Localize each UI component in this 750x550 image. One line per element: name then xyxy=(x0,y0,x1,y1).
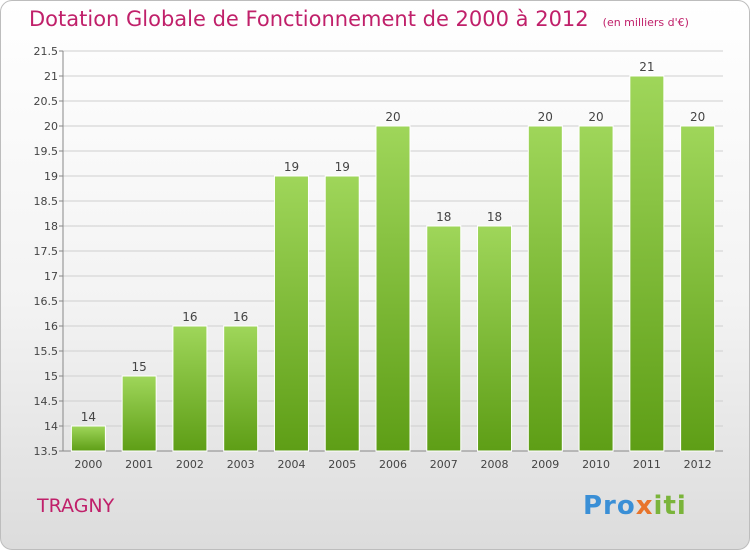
chart-title: Dotation Globale de Fonctionnement de 20… xyxy=(29,7,689,31)
bar xyxy=(629,75,665,452)
y-tick-label: 13.5 xyxy=(34,445,59,458)
bar xyxy=(273,175,309,452)
bar xyxy=(527,125,563,452)
bar xyxy=(223,325,259,452)
x-tick-label: 2000 xyxy=(74,458,102,471)
commune-name: TRAGNY xyxy=(37,495,115,517)
bar xyxy=(426,225,462,452)
y-tick-label: 16 xyxy=(44,320,58,333)
bar xyxy=(70,425,106,452)
bar xyxy=(578,125,614,452)
y-tick-label: 18.5 xyxy=(34,195,59,208)
x-tick-label: 2007 xyxy=(430,458,458,471)
bar-value-label: 16 xyxy=(233,310,248,324)
x-tick-label: 2009 xyxy=(531,458,559,471)
y-tick-label: 14 xyxy=(44,420,58,433)
bar-value-label: 19 xyxy=(335,160,350,174)
bar xyxy=(121,375,157,452)
y-tick-label: 14.5 xyxy=(34,395,59,408)
bar-value-label: 20 xyxy=(385,110,400,124)
bar-value-label: 18 xyxy=(436,210,451,224)
bar-value-label: 18 xyxy=(487,210,502,224)
logo-part-3: iti xyxy=(653,491,687,521)
y-tick-label: 16.5 xyxy=(34,295,59,308)
y-tick-label: 17 xyxy=(44,270,58,283)
y-tick-label: 21 xyxy=(44,70,58,83)
y-tick-label: 20.5 xyxy=(34,95,59,108)
bar xyxy=(172,325,208,452)
bar xyxy=(680,125,716,452)
x-tick-label: 2012 xyxy=(684,458,712,471)
x-tick-label: 2010 xyxy=(582,458,610,471)
y-tick-label: 15.5 xyxy=(34,345,59,358)
x-tick-label: 2006 xyxy=(379,458,407,471)
y-tick-label: 19 xyxy=(44,170,58,183)
bar xyxy=(375,125,411,452)
bar-value-label: 21 xyxy=(639,60,654,74)
bar-value-label: 20 xyxy=(538,110,553,124)
y-tick-label: 19.5 xyxy=(34,145,59,158)
x-tick-label: 2005 xyxy=(328,458,356,471)
x-tick-label: 2002 xyxy=(176,458,204,471)
bar-value-label: 19 xyxy=(284,160,299,174)
logo-part-2: x xyxy=(635,491,654,521)
bar xyxy=(477,225,513,452)
y-tick-label: 21.5 xyxy=(34,45,59,58)
bar-value-label: 14 xyxy=(81,410,96,424)
y-tick-label: 18 xyxy=(44,220,58,233)
x-tick-label: 2011 xyxy=(633,458,661,471)
chart-title-text: Dotation Globale de Fonctionnement de 20… xyxy=(29,7,589,31)
x-tick-label: 2004 xyxy=(277,458,305,471)
bar xyxy=(324,175,360,452)
chart-unit: (en milliers d'€) xyxy=(602,16,689,29)
bar-value-label: 16 xyxy=(182,310,197,324)
bar-value-label: 20 xyxy=(690,110,705,124)
x-tick-label: 2001 xyxy=(125,458,153,471)
logo-part-1: Pro xyxy=(583,491,636,521)
y-tick-label: 20 xyxy=(44,120,58,133)
bar-value-label: 20 xyxy=(588,110,603,124)
y-tick-label: 15 xyxy=(44,370,58,383)
proxiti-logo: Proxiti xyxy=(583,491,687,521)
y-tick-label: 17.5 xyxy=(34,245,59,258)
bar-value-label: 15 xyxy=(132,360,147,374)
x-tick-label: 2003 xyxy=(227,458,255,471)
x-tick-label: 2008 xyxy=(481,458,509,471)
